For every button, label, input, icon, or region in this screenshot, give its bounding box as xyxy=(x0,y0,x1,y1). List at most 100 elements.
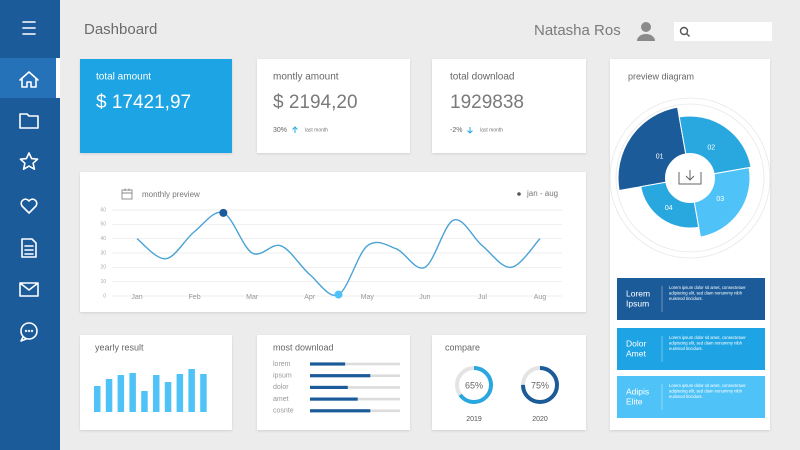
list-item[interactable] xyxy=(617,328,765,370)
bar-label: cosnte xyxy=(273,408,294,415)
list-item[interactable] xyxy=(617,376,765,418)
bar xyxy=(310,409,371,413)
search-icon xyxy=(679,26,690,37)
card-label: montly amount xyxy=(273,72,339,83)
download-icon xyxy=(678,170,702,185)
chat-icon[interactable] xyxy=(20,322,38,342)
up-arrow xyxy=(292,126,298,133)
card-monthly-amount[interactable] xyxy=(257,59,410,153)
bar-label: amet xyxy=(273,396,289,403)
bar xyxy=(188,369,195,412)
search-box[interactable] xyxy=(674,22,772,41)
legend-dot xyxy=(517,192,521,196)
list-item-text: adipiscing elit, sed diam nonummy nibh xyxy=(669,291,743,296)
bar-label: lorem xyxy=(273,361,291,368)
heart-icon[interactable] xyxy=(20,198,38,214)
x-tick-label: Jul xyxy=(478,294,487,301)
x-tick-label: Feb xyxy=(189,294,201,301)
list-item-text: euismod tincidunt. xyxy=(669,346,703,351)
calendar-icon xyxy=(121,188,133,200)
donut-category: 2019 xyxy=(466,416,482,423)
list-item-text: Lorem ipsum dolor sit amet, consectetuer xyxy=(669,335,746,340)
chart-title: most download xyxy=(273,342,334,352)
legend-label: jan - aug xyxy=(526,189,558,198)
list-item[interactable] xyxy=(617,278,765,320)
folder-icon[interactable] xyxy=(19,113,39,129)
y-tick-label: 30 xyxy=(100,250,106,256)
guide-ring xyxy=(609,97,771,259)
bar xyxy=(105,379,113,412)
bar xyxy=(200,374,207,412)
segment-label: 01 xyxy=(656,154,664,161)
card-label: total amount xyxy=(96,72,151,83)
donut-arc xyxy=(521,366,559,404)
bar xyxy=(310,397,358,401)
x-tick-label: Aug xyxy=(534,294,547,301)
segment-label: 03 xyxy=(716,196,724,203)
bar xyxy=(176,374,184,412)
card-preview-diagram xyxy=(610,59,770,430)
chart-title: preview diagram xyxy=(628,71,694,81)
y-tick-label: 20 xyxy=(100,265,106,271)
x-tick-label: Jan xyxy=(131,294,142,301)
donut-arc xyxy=(455,366,493,404)
sidebar-active xyxy=(0,58,60,98)
card-note: last month xyxy=(480,127,503,133)
bar-track xyxy=(310,362,400,366)
card-note: last month xyxy=(305,127,328,133)
list-item-text: adipiscing elit, sed diam nonummy nibh xyxy=(669,389,743,394)
bar xyxy=(310,385,348,389)
bar xyxy=(164,382,172,412)
list-item-title: Dolor xyxy=(626,338,646,348)
y-tick-label: 10 xyxy=(100,279,106,285)
segment-label: 04 xyxy=(665,205,673,212)
bar xyxy=(310,362,346,366)
list-item-title: Amet xyxy=(626,348,646,358)
card-value: $ 2194,20 xyxy=(273,92,358,113)
x-tick-label: Mar xyxy=(246,294,259,301)
user-icon[interactable] xyxy=(637,22,655,41)
card-change: 30% xyxy=(273,127,287,134)
user-name: Natasha Ros xyxy=(534,22,621,39)
card-monthly-preview xyxy=(80,172,586,312)
highlight-point xyxy=(219,208,228,217)
chart-title: monthly preview xyxy=(142,190,200,199)
segment-label: 02 xyxy=(707,145,715,152)
y-tick-label: 0 xyxy=(103,293,106,299)
page-title: Dashboard xyxy=(84,21,157,38)
donut-label: 65% xyxy=(465,380,483,390)
guide-ring xyxy=(615,103,765,253)
donut-label: 75% xyxy=(531,380,549,390)
list-item-title: Ipsum xyxy=(626,298,649,308)
chart-title: compare xyxy=(445,342,480,352)
card-total-amount[interactable] xyxy=(80,59,232,153)
list-item-title: Adipis xyxy=(626,386,649,396)
x-tick-label: Jun xyxy=(419,294,430,301)
x-tick-label: May xyxy=(361,294,375,301)
list-item-text: euismod tincidunt. xyxy=(669,296,703,301)
card-label: total download xyxy=(450,72,515,83)
list-item-title: Elite xyxy=(626,396,643,406)
chart-title: yearly result xyxy=(95,342,144,352)
donut-category: 2020 xyxy=(532,416,548,423)
list-item-text: Lorem ipsum dolor sit amet, consectetuer xyxy=(669,383,746,388)
mail-icon[interactable] xyxy=(19,282,39,297)
list-item-text: Lorem ipsum dolor sit amet, consectetuer xyxy=(669,285,746,290)
highlight-point xyxy=(334,290,343,299)
menu-icon[interactable] xyxy=(22,21,36,35)
card-change: -2% xyxy=(450,127,462,134)
list-item-text: euismod tincidunt. xyxy=(669,394,703,399)
bar xyxy=(310,374,371,378)
y-tick-label: 60 xyxy=(100,207,106,213)
card-value: $ 17421,97 xyxy=(96,92,191,113)
star-icon[interactable] xyxy=(19,152,39,170)
bar-label: dolor xyxy=(273,384,289,391)
document-icon[interactable] xyxy=(21,238,37,258)
card-total-download[interactable] xyxy=(432,59,586,153)
card-value: 1929838 xyxy=(450,92,524,113)
x-tick-label: Apr xyxy=(304,294,316,301)
home-icon[interactable] xyxy=(19,71,39,88)
y-tick-label: 50 xyxy=(100,222,106,228)
